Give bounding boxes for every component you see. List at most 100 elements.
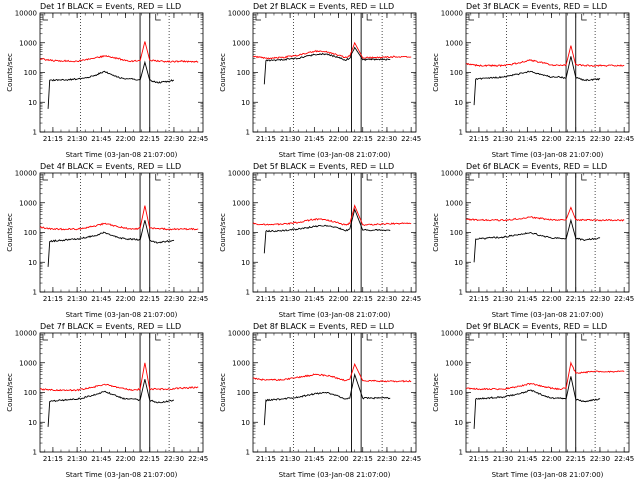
corner-marker [581, 174, 587, 181]
x-tick-label: 22:15 [140, 295, 160, 303]
detector-chart: Det 1f BLACK = Events, RED = LLD Counts/s… [6, 2, 208, 159]
y-tick-label: 100 [237, 69, 250, 77]
x-tick-label: 21:30 [280, 455, 300, 463]
events-series-line [263, 372, 391, 426]
y-tick-label: 10 [454, 419, 463, 427]
x-tick-label: 21:30 [280, 135, 300, 143]
plot-frame [465, 172, 630, 293]
panel-title: Det 1f BLACK = Events, RED = LLD [40, 2, 181, 11]
y-axis-label: Counts/sec [6, 53, 14, 92]
y-tick-label: 1000 [19, 359, 37, 367]
corner-marker [581, 334, 587, 341]
y-tick-label: 100 [450, 389, 463, 397]
panel-title: Det 5f BLACK = Events, RED = LLD [253, 162, 394, 171]
y-tick-label: 100 [237, 389, 250, 397]
plot-frame [252, 332, 417, 453]
corner-marker [42, 14, 48, 21]
x-tick-label: 22:00 [328, 295, 348, 303]
y-tick-label: 1 [459, 289, 463, 297]
x-tick-label: 22:45 [614, 295, 634, 303]
detector-chart: Det 2f BLACK = Events, RED = LLD Counts/s… [219, 2, 421, 159]
x-tick-label: 21:45 [304, 295, 324, 303]
x-axis-label: Start Time (03-Jan-08 21:07:00) [492, 151, 604, 159]
lld-series-line [39, 362, 199, 392]
plot-frame [39, 12, 204, 133]
x-axis-label: Start Time (03-Jan-08 21:07:00) [492, 311, 604, 319]
x-tick-label: 21:45 [304, 455, 324, 463]
x-tick-label: 22:15 [140, 455, 160, 463]
y-tick-label: 100 [24, 389, 37, 397]
corner-marker [468, 334, 474, 341]
corner-marker [155, 334, 161, 341]
x-tick-label: 22:15 [566, 135, 586, 143]
x-tick-label: 21:15 [469, 295, 489, 303]
y-tick-label: 100 [450, 229, 463, 237]
x-tick-label: 22:30 [590, 455, 610, 463]
x-axis-label: Start Time (03-Jan-08 21:07:00) [279, 471, 391, 479]
y-tick-label: 100 [24, 69, 37, 77]
detector-panel: Det 3f BLACK = Events, RED = LLD Counts/s… [426, 0, 639, 160]
corner-marker [42, 334, 48, 341]
y-tick-label: 1 [246, 289, 250, 297]
events-series-line [473, 218, 601, 263]
y-tick-label: 1 [459, 449, 463, 457]
events-series-line [47, 220, 175, 267]
lld-series-line [466, 206, 625, 222]
x-tick-label: 21:15 [256, 135, 276, 143]
x-tick-label: 22:15 [566, 295, 586, 303]
x-tick-label: 22:15 [140, 135, 160, 143]
x-tick-label: 21:15 [43, 135, 63, 143]
detector-panel: Det 9f BLACK = Events, RED = LLD Counts/s… [426, 320, 639, 480]
x-tick-label: 21:45 [91, 295, 111, 303]
x-tick-label: 21:45 [517, 135, 537, 143]
x-tick-label: 22:45 [188, 455, 208, 463]
plot-frame [252, 172, 417, 293]
corner-marker [42, 174, 48, 181]
y-tick-label: 1000 [232, 359, 250, 367]
corner-marker [366, 334, 373, 341]
y-tick-label: 10000 [228, 10, 250, 18]
x-tick-label: 21:30 [280, 295, 300, 303]
panel-title: Det 3f BLACK = Events, RED = LLD [466, 2, 607, 11]
y-tick-label: 1000 [19, 39, 37, 47]
y-tick-label: 1000 [232, 39, 250, 47]
panel-title: Det 7f BLACK = Events, RED = LLD [40, 322, 181, 331]
y-tick-label: 10 [241, 259, 250, 267]
y-tick-label: 10000 [15, 170, 37, 178]
x-axis-label: Start Time (03-Jan-08 21:07:00) [279, 151, 391, 159]
corner-marker [255, 174, 261, 181]
y-axis-label: Counts/sec [432, 373, 440, 412]
x-tick-label: 21:15 [469, 455, 489, 463]
x-tick-label: 22:00 [115, 455, 135, 463]
events-series-line [47, 379, 174, 427]
x-tick-label: 22:30 [164, 455, 184, 463]
lld-series-line [39, 41, 199, 63]
x-axis-label: Start Time (03-Jan-08 21:07:00) [66, 471, 178, 479]
detector-chart: Det 4f BLACK = Events, RED = LLD Counts/s… [6, 162, 208, 319]
plot-frame [39, 172, 204, 293]
y-tick-label: 10 [454, 259, 463, 267]
detector-panel: Det 7f BLACK = Events, RED = LLD Counts/s… [0, 320, 213, 480]
x-tick-label: 22:45 [401, 455, 421, 463]
x-tick-label: 21:30 [493, 455, 513, 463]
y-tick-label: 10 [28, 99, 37, 107]
x-tick-label: 22:00 [115, 295, 135, 303]
x-tick-label: 21:30 [67, 135, 87, 143]
plot-frame [465, 12, 630, 133]
x-tick-label: 21:45 [91, 455, 111, 463]
y-axis-label: Counts/sec [219, 53, 227, 92]
y-tick-label: 10 [28, 259, 37, 267]
x-axis-label: Start Time (03-Jan-08 21:07:00) [279, 311, 391, 319]
corner-marker [366, 174, 373, 181]
x-tick-label: 22:00 [541, 455, 561, 463]
x-tick-label: 22:00 [328, 455, 348, 463]
detector-panel: Det 6f BLACK = Events, RED = LLD Counts/s… [426, 160, 639, 320]
y-tick-label: 10 [241, 419, 250, 427]
x-tick-label: 21:45 [517, 455, 537, 463]
plot-frame [465, 332, 630, 453]
x-tick-label: 22:30 [164, 135, 184, 143]
y-axis-label: Counts/sec [6, 213, 14, 252]
x-axis-label: Start Time (03-Jan-08 21:07:00) [66, 311, 178, 319]
events-series-line [263, 46, 391, 85]
x-tick-label: 21:15 [256, 455, 276, 463]
